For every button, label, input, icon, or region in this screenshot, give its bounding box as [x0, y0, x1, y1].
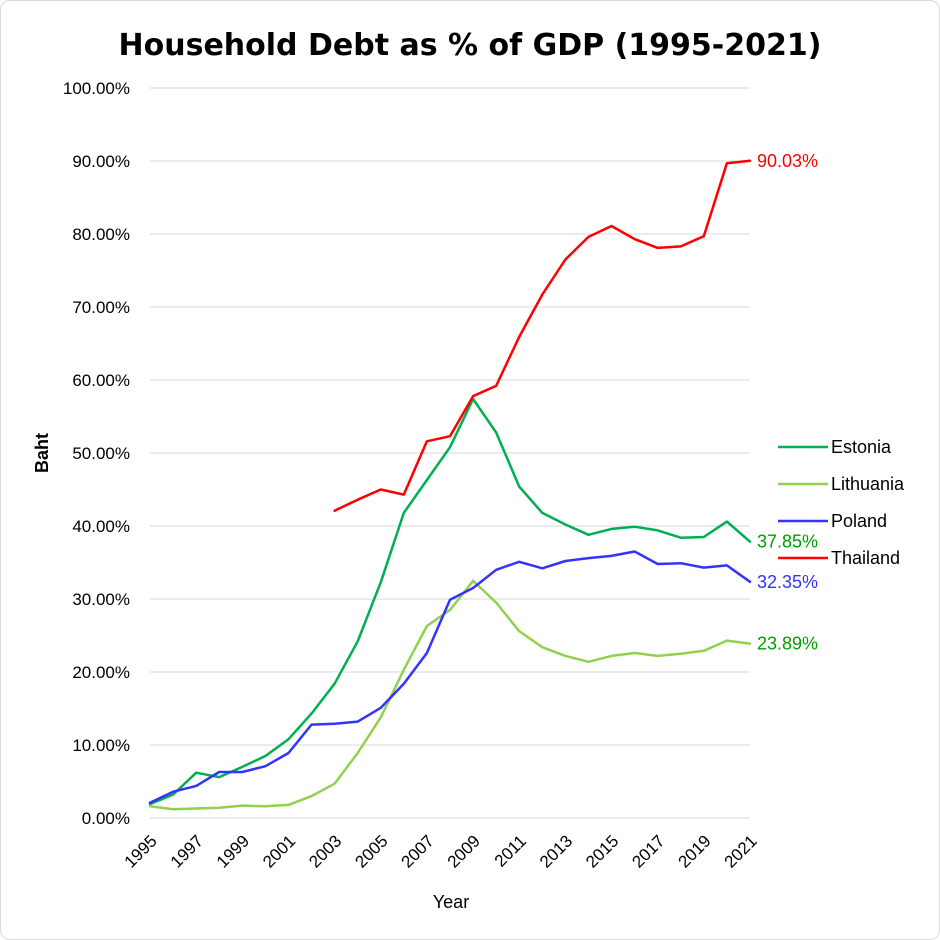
- y-tick-label: 90.00%: [72, 152, 130, 171]
- x-tick-label: 2011: [491, 831, 530, 870]
- end-label-poland: 32.35%: [757, 572, 818, 592]
- series-line-lithuania: [148, 579, 752, 811]
- x-tick-label: 2021: [721, 831, 761, 871]
- y-tick-label: 10.00%: [72, 736, 130, 755]
- y-axis-title: Baht: [32, 433, 52, 473]
- legend-label-poland: Poland: [831, 511, 887, 531]
- x-tick-label: 1997: [167, 831, 207, 871]
- x-tick-label: 2003: [305, 831, 345, 871]
- y-tick-label: 0.00%: [82, 809, 130, 828]
- x-tick-label: 2017: [628, 831, 668, 871]
- y-tick-label: 80.00%: [72, 225, 130, 244]
- legend-label-thailand: Thailand: [831, 548, 900, 568]
- x-tick-label: 2009: [444, 831, 484, 871]
- x-axis-title: Year: [433, 892, 469, 912]
- x-tick-label: 2007: [398, 831, 438, 871]
- y-tick-label: 20.00%: [72, 663, 130, 682]
- x-tick-label: 2015: [582, 831, 622, 871]
- x-tick-label: 2013: [536, 831, 576, 871]
- x-tick-label: 2005: [351, 831, 391, 871]
- end-label-thailand: 90.03%: [757, 151, 818, 171]
- end-value-labels: 37.85% 23.89% 32.35% 90.03%: [757, 151, 818, 654]
- y-axis-tick-labels: 0.00% 10.00% 20.00% 30.00% 40.00% 50.00% 60.00…: [63, 79, 130, 828]
- legend-label-estonia: Estonia: [831, 437, 892, 457]
- series-line-estonia: [148, 397, 752, 806]
- gridlines: [150, 87, 750, 819]
- x-tick-label: 2001: [259, 831, 299, 871]
- y-tick-label: 70.00%: [72, 298, 130, 317]
- x-tick-label: 1995: [121, 831, 161, 871]
- series-lines: [148, 159, 752, 811]
- y-tick-label: 30.00%: [72, 590, 130, 609]
- y-tick-label: 50.00%: [72, 444, 130, 463]
- end-label-lithuania: 23.89%: [757, 634, 818, 654]
- x-axis-tick-labels: 1995 1997 1999 2001 2003 2005 2007 2009 2011 2013…: [121, 831, 761, 871]
- series-line-thailand: [333, 159, 752, 512]
- y-tick-label: 60.00%: [72, 371, 130, 390]
- y-tick-label: 100.00%: [63, 79, 130, 98]
- chart-title: Household Debt as % of GDP (1995-2021): [119, 28, 822, 63]
- legend-label-lithuania: Lithuania: [831, 474, 905, 494]
- end-label-estonia: 37.85%: [757, 532, 818, 552]
- x-tick-label: 1999: [213, 831, 253, 871]
- series-line-poland: [148, 550, 752, 804]
- legend: Estonia Lithuania Poland Thailand: [778, 437, 905, 568]
- x-tick-label: 2019: [674, 831, 714, 871]
- y-tick-label: 40.00%: [72, 517, 130, 536]
